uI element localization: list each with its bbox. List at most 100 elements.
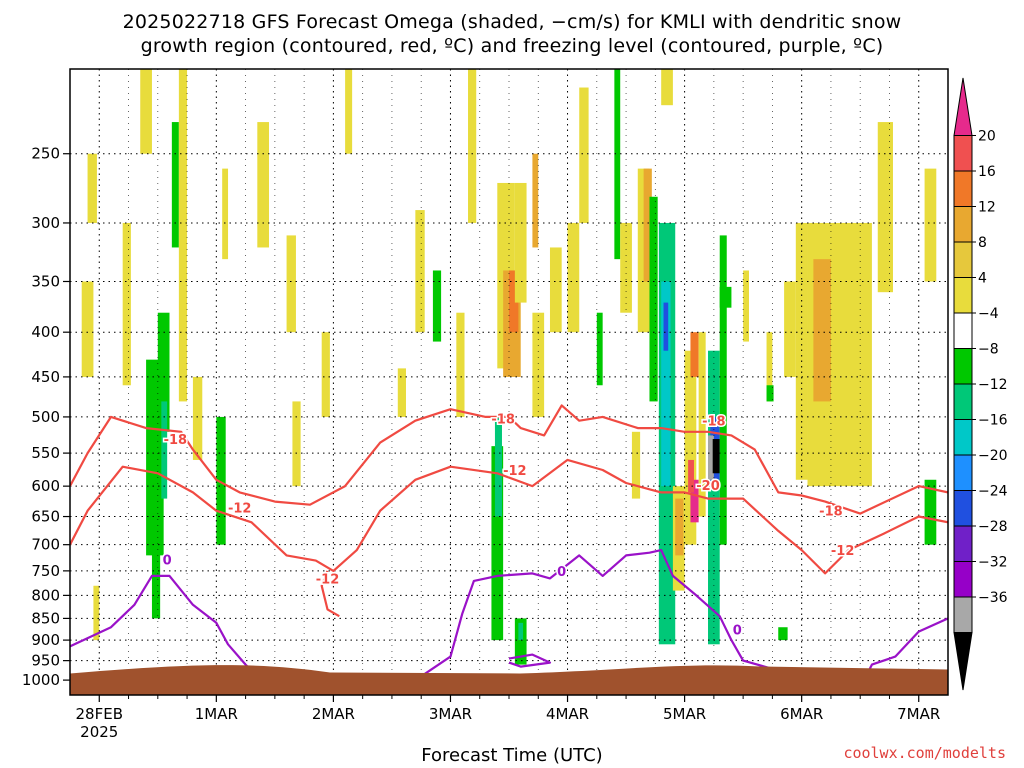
contour-line-4	[420, 549, 838, 678]
colorbar: 20 16 12 8 4 −4 −8 −12 −16 −20 −24 −28 −32 −36	[953, 77, 1008, 691]
omega-cell-24	[491, 446, 504, 641]
omega-cell-29	[514, 182, 527, 303]
colorbar-label-4: 4	[978, 271, 987, 287]
omega-cell-65	[784, 281, 796, 377]
y-tick-label-350: 350	[31, 272, 60, 290]
colorbar-swatch-2	[953, 170, 973, 207]
contour-label-6: -20	[696, 479, 720, 494]
omega-cell-60	[719, 235, 727, 545]
contour-label-5: -18	[702, 415, 726, 430]
x-tick-label-3: 3MAR	[429, 705, 472, 723]
y-tick-label-300: 300	[31, 214, 60, 232]
omega-cell-25	[494, 416, 502, 517]
colorbar-arrow-top	[953, 77, 973, 136]
omega-cell-18	[345, 69, 353, 154]
omega-cell-14	[257, 122, 270, 248]
contour-line-0	[70, 404, 948, 515]
omega-cell-19	[397, 368, 406, 417]
omega-cell-64	[766, 385, 774, 402]
x-tick-label-2: 2MAR	[312, 705, 355, 723]
omega-cell-41	[631, 431, 641, 499]
omega-cell-43	[643, 168, 652, 282]
colorbar-label-13: −36	[978, 590, 1008, 606]
x-tick-label-7: 7MAR	[897, 705, 940, 723]
colorbar-label-0: 20	[978, 129, 996, 145]
y-tick-label-450: 450	[31, 368, 60, 386]
omega-cell-55	[698, 332, 706, 517]
omega-cell-28	[509, 270, 519, 333]
y-tick-label-700: 700	[31, 536, 60, 554]
contour-label-8: -12	[831, 544, 855, 559]
x-axis-label: Forecast Time (UTC)	[421, 745, 603, 766]
x-tick-label-0: 28FEB	[76, 705, 123, 723]
omega-cell-1	[93, 585, 100, 641]
omega-cell-61	[719, 286, 732, 308]
y-tick-label-550: 550	[31, 444, 60, 462]
omega-cell-63	[766, 332, 773, 402]
contour-line-3	[70, 574, 259, 678]
colorbar-label-9: −20	[978, 448, 1008, 464]
omega-cell-34	[538, 50, 546, 69]
omega-shading	[81, 50, 937, 665]
omega-cell-0	[81, 281, 94, 377]
colorbar-swatch-11	[953, 490, 973, 527]
omega-cell-4	[140, 69, 152, 154]
colorbar-swatch-14	[953, 596, 973, 633]
omega-cell-31	[518, 622, 524, 641]
omega-cell-58	[708, 435, 714, 480]
y-tick-label-750: 750	[31, 562, 60, 580]
omega-cell-8	[161, 401, 168, 499]
colorbar-swatch-8	[953, 383, 973, 420]
contour-line-6	[865, 617, 948, 677]
x-tick-label-1: 1MAR	[195, 705, 238, 723]
y-tick-label-950: 950	[31, 652, 60, 670]
omega-cell-54	[688, 459, 694, 493]
omega-cell-69	[877, 122, 893, 293]
omega-cell-12	[216, 416, 226, 545]
colorbar-swatch-6	[953, 312, 973, 349]
omega-cell-44	[649, 196, 658, 402]
y-tick-label-1000: 1000	[22, 671, 60, 689]
omega-cell-9	[171, 122, 179, 248]
colorbar-label-8: −16	[978, 413, 1008, 429]
omega-cell-47	[663, 302, 669, 351]
omega-cell-22	[456, 312, 465, 417]
omega-cell-53	[690, 479, 699, 523]
contour-label-7: -18	[819, 505, 843, 520]
colorbar-label-3: 8	[978, 235, 987, 251]
grid	[70, 69, 948, 695]
x-tick-label-4: 4MAR	[546, 705, 589, 723]
colorbar-swatch-5	[953, 277, 973, 314]
contours: -18 -12 -12 -18 -12 -18 -20 -18 -12 0 0 0	[70, 404, 948, 678]
omega-cell-6	[157, 312, 170, 432]
omega-cell-70	[924, 168, 937, 282]
colorbar-label-5: −4	[978, 306, 999, 322]
y-tick-label-800: 800	[31, 586, 60, 604]
y-tick-label-400: 400	[31, 323, 60, 341]
omega-cell-72	[778, 627, 788, 641]
omega-cell-39	[614, 69, 621, 260]
y-tick-label-600: 600	[31, 477, 60, 495]
y-tick-label-250: 250	[31, 145, 60, 163]
omega-cell-21	[432, 270, 442, 342]
omega-cell-38	[596, 312, 603, 386]
omega-cell-17	[321, 332, 330, 417]
omega-cell-15	[286, 235, 296, 333]
y-axis: 250 300 350 400 450 500 550 600 650 700 750 800 850 9…	[22, 145, 70, 689]
credit-text: coolwx.com/modelts	[843, 744, 1006, 762]
omega-cell-36	[567, 222, 580, 333]
omega-cell-51	[684, 350, 697, 545]
colorbar-swatch-12	[953, 525, 973, 562]
omega-cell-46	[661, 281, 671, 487]
colorbar-label-7: −12	[978, 377, 1008, 393]
omega-cell-3	[122, 222, 131, 386]
contour-label-9: 0	[163, 554, 172, 569]
colorbar-label-12: −32	[978, 555, 1008, 571]
omega-cell-23	[468, 69, 477, 223]
contour-line-2	[320, 570, 340, 618]
ground-terrain	[70, 665, 948, 695]
colorbar-label-11: −28	[978, 519, 1008, 535]
y-tick-label-850: 850	[31, 609, 60, 627]
chart-title-line-2: growth region (contoured, red, ºC) and f…	[140, 35, 884, 57]
